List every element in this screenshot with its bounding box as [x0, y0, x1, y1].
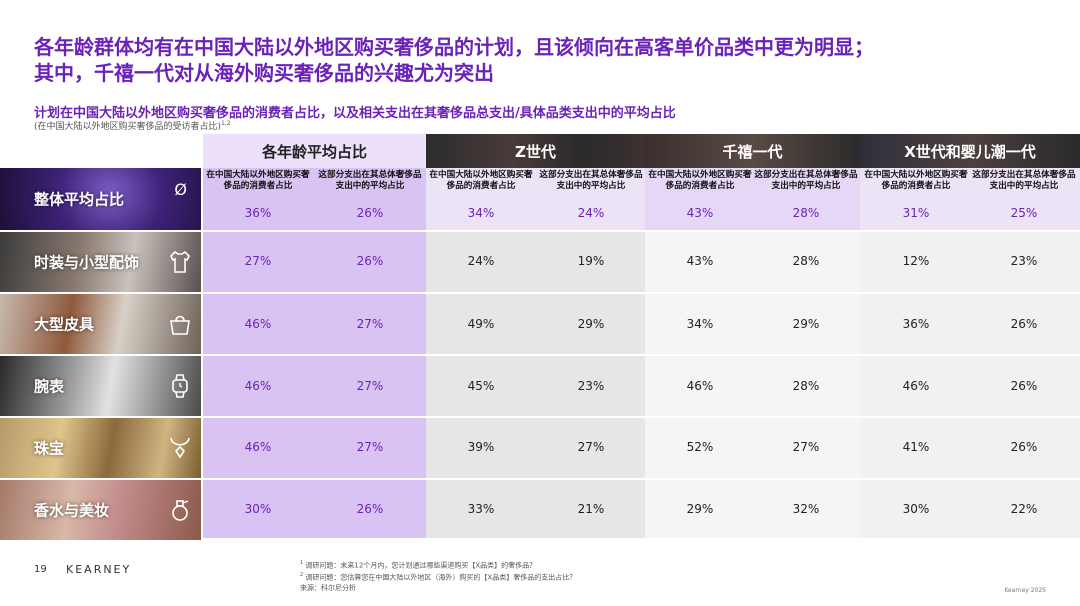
table-cell: 27%: [356, 379, 384, 393]
table-cell: 34%: [686, 317, 714, 331]
table-cell: 43%: [686, 254, 714, 268]
table-cell: 24%: [467, 254, 495, 268]
column-header-spend: 这部分支出在其总体奢侈品支出中的平均占比: [318, 170, 422, 191]
table-cell: 30%: [902, 502, 930, 516]
overall-value: 24%: [577, 206, 605, 220]
row-header-fashion: 时装与小型配饰: [0, 232, 201, 292]
column-header-spend: 这部分支出在其总体奢侈品支出中的平均占比: [754, 170, 858, 191]
row-label: 大型皮具: [34, 315, 95, 334]
table-cell: 36%: [902, 317, 930, 331]
shirt-icon: [170, 250, 190, 273]
table-cell: 26%: [356, 254, 384, 268]
table-cell: 52%: [686, 440, 714, 454]
column-header-spend: 这部分支出在其总体奢侈品支出中的平均占比: [539, 170, 643, 191]
table-cell: 23%: [1010, 254, 1038, 268]
row-header-leather-goods: 大型皮具: [0, 294, 201, 354]
row-label: 珠宝: [34, 439, 65, 458]
overall-value: 36%: [244, 206, 272, 220]
watch-icon: [172, 374, 188, 398]
group-header-millennials: 千禧一代: [645, 134, 860, 168]
group-header-genx-boomers: X世代和婴儿潮一代: [860, 134, 1080, 168]
necklace-icon: [170, 437, 190, 459]
overall-value: 31%: [902, 206, 930, 220]
row-label: 腕表: [34, 377, 65, 396]
chart-subnote: (在中国大陆以外地区购买奢侈品的受访者占比)1,2: [34, 120, 231, 132]
overall-value: 43%: [686, 206, 714, 220]
handbag-icon: [170, 315, 190, 335]
row-header-watches: 腕表: [0, 356, 201, 416]
overall-value: 28%: [792, 206, 820, 220]
table-cell: 26%: [1010, 379, 1038, 393]
table-cell: 49%: [467, 317, 495, 331]
footnotes: 1 调研问题：未来12个月内，您计划通过哪些渠道购买【X品类】的奢侈品？ 2 调…: [300, 558, 576, 593]
row-label-overall: 整体平均占比: [34, 190, 125, 209]
table-cell: 29%: [686, 502, 714, 516]
table-cell: 39%: [467, 440, 495, 454]
table-cell: 22%: [1010, 502, 1038, 516]
table-cell: 19%: [577, 254, 605, 268]
table-cell: 33%: [467, 502, 495, 516]
title-line-2: 其中，千禧一代对从海外购买奢侈品的兴趣尤为突出: [34, 61, 494, 85]
column-header-share: 在中国大陆以外地区购买奢侈品的消费者占比: [206, 170, 310, 191]
table-cell: 30%: [244, 502, 272, 516]
overall-value: 34%: [467, 206, 495, 220]
row-header-jewelry: 珠宝: [0, 418, 201, 478]
footnote-2: 2 调研问题：您估算您在中国大陆以外地区（海外）购买的【X品类】奢侈品的支出占比…: [300, 572, 577, 582]
table-cell: 45%: [467, 379, 495, 393]
table-cell: 28%: [792, 254, 820, 268]
table-cell: 28%: [792, 379, 820, 393]
page-number: 19: [34, 564, 47, 575]
chart-subtitle: 计划在中国大陆以外地区购买奢侈品的消费者占比，以及相关支出在其奢侈品总支出/具体…: [34, 106, 676, 121]
brand-logo: KEARNEY: [66, 563, 132, 576]
table-cell: 29%: [792, 317, 820, 331]
footnote-1: 1 调研问题：未来12个月内，您计划通过哪些渠道购买【X品类】的奢侈品？: [300, 560, 537, 570]
table-cell: 27%: [577, 440, 605, 454]
group-header-average: 各年龄平均占比: [203, 134, 426, 168]
row-header-beauty: 香水与美妆: [0, 480, 201, 540]
overall-value: 25%: [1010, 206, 1038, 220]
column-header-share: 在中国大陆以外地区购买奢侈品的消费者占比: [429, 170, 533, 191]
table-cell: 26%: [356, 502, 384, 516]
row-header-overall: 整体平均占比 Ø: [0, 168, 201, 230]
column-header-share: 在中国大陆以外地区购买奢侈品的消费者占比: [864, 170, 968, 191]
column-header-spend: 这部分支出在其总体奢侈品支出中的平均占比: [972, 170, 1076, 191]
row-label: 香水与美妆: [34, 501, 110, 520]
table-cell: 41%: [902, 440, 930, 454]
page-title: 各年龄群体均有在中国大陆以外地区购买奢侈品的计划，且该倾向在高客单价品类中更为明…: [34, 34, 1044, 86]
table-cell: 46%: [244, 317, 272, 331]
title-line-1: 各年龄群体均有在中国大陆以外地区购买奢侈品的计划，且该倾向在高客单价品类中更为明…: [34, 35, 874, 59]
table-cell: 27%: [792, 440, 820, 454]
group-header-gen-z: Z世代: [426, 134, 645, 168]
table-cell: 46%: [244, 440, 272, 454]
table-cell: 27%: [244, 254, 272, 268]
table-cell: 27%: [356, 317, 384, 331]
table-cell: 21%: [577, 502, 605, 516]
data-table: 各年龄平均占比 Z世代 千禧一代 X世代和婴儿潮一代 在中国大陆以外地区购买奢侈…: [0, 134, 1080, 540]
perfume-icon: [172, 500, 189, 521]
copyright: Kearney 2025: [1004, 587, 1046, 594]
table-cell: 46%: [686, 379, 714, 393]
table-cell: 27%: [356, 440, 384, 454]
table-cell: 12%: [902, 254, 930, 268]
table-cell: 29%: [577, 317, 605, 331]
table-cell: 26%: [1010, 317, 1038, 331]
column-header-share: 在中国大陆以外地区购买奢侈品的消费者占比: [648, 170, 752, 191]
table-cell: 23%: [577, 379, 605, 393]
source-note: 来源：科尔尼分析: [300, 583, 356, 592]
table-cell: 26%: [1010, 440, 1038, 454]
average-symbol: Ø: [174, 180, 187, 199]
table-cell: 46%: [244, 379, 272, 393]
table-cell: 46%: [902, 379, 930, 393]
overall-value: 26%: [356, 206, 384, 220]
table-cell: 32%: [792, 502, 820, 516]
row-label: 时装与小型配饰: [34, 253, 140, 272]
